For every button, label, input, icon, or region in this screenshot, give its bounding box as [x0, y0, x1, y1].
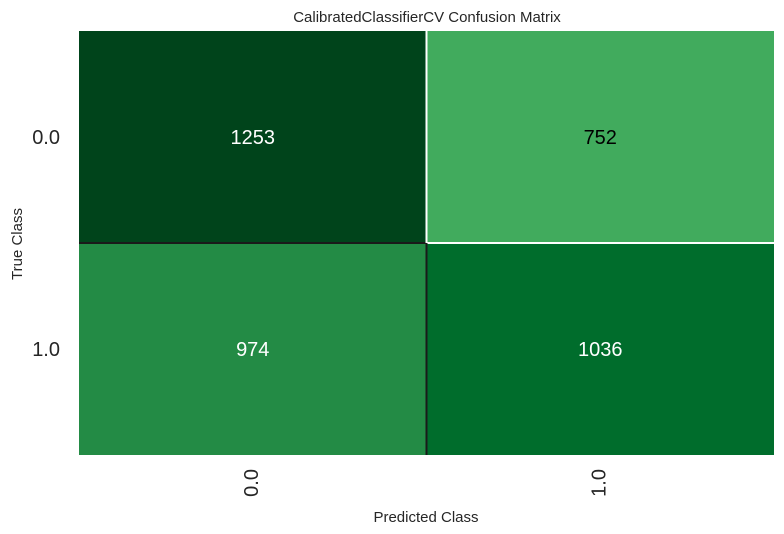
cell-value-1-1: 1036: [578, 339, 623, 361]
x-tick-label-0: 0.0: [241, 469, 263, 497]
y-tick-label-1: 1.0: [32, 339, 60, 361]
heatmap-cell-values: 1253 752 974 1036: [231, 127, 623, 361]
heatmap-cell-0-0: [79, 31, 427, 243]
cell-value-0-1: 752: [584, 127, 617, 149]
heatmap-cell-1-0: [79, 243, 427, 455]
heatmap-cell-0-1: [426, 31, 774, 243]
x-tick-label-1: 1.0: [589, 469, 611, 497]
x-tick-labels: 0.0 1.0: [241, 469, 611, 497]
y-tick-labels: 0.0 1.0: [32, 127, 60, 361]
heatmap-cell-1-1: [426, 243, 774, 455]
y-axis-label: True Class: [9, 208, 26, 280]
cell-value-1-0: 974: [236, 339, 269, 361]
heatmap-cells: [79, 31, 774, 455]
x-axis-label: Predicted Class: [373, 509, 478, 526]
chart-title: CalibratedClassifierCV Confusion Matrix: [293, 9, 561, 26]
y-tick-label-0: 0.0: [32, 127, 60, 149]
cell-value-0-0: 1253: [231, 127, 276, 149]
